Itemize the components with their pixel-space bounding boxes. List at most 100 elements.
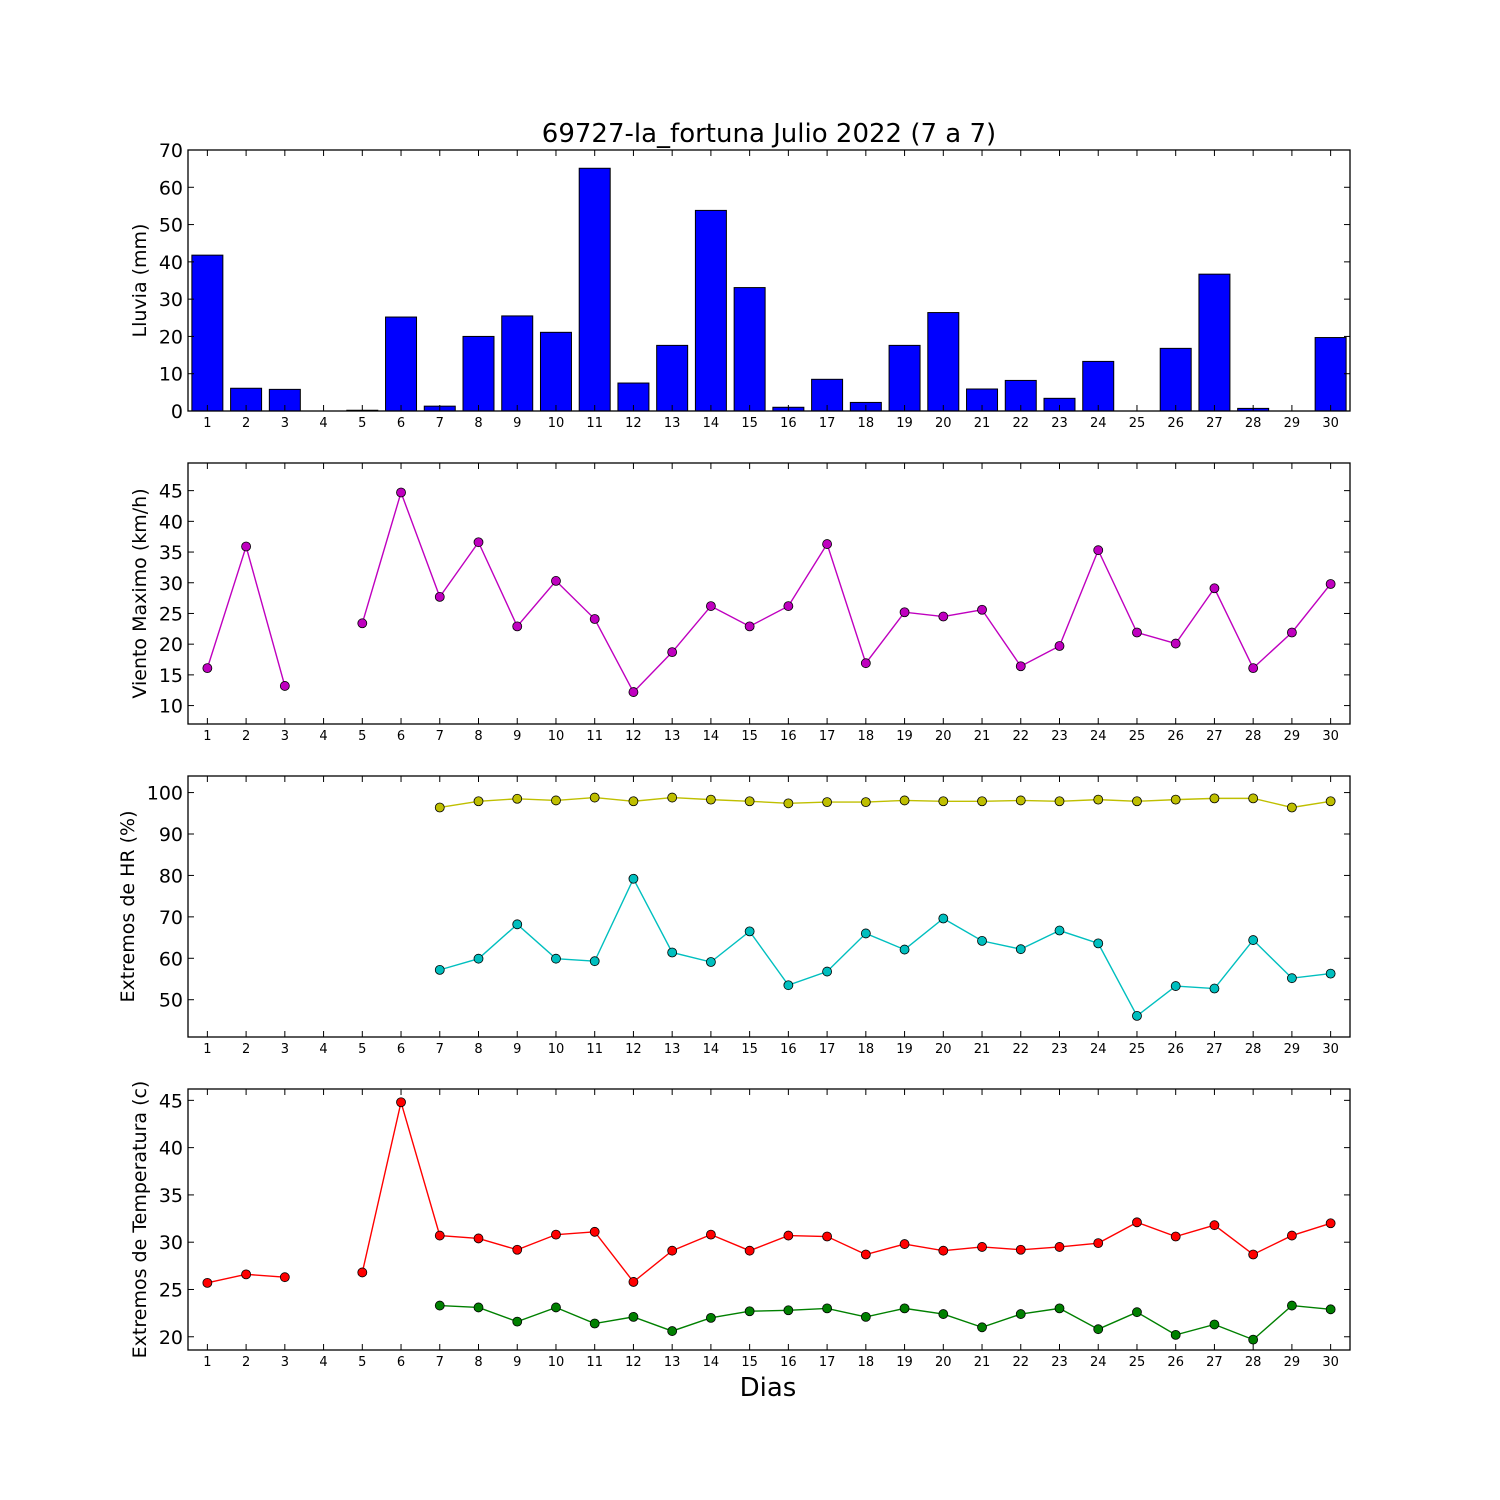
humidity-x-tick-label: 25 xyxy=(1129,1042,1146,1057)
rain-y-tick-label: 70 xyxy=(159,140,183,162)
temperature-data-point xyxy=(551,1229,561,1240)
humidity-x-tick-label: 24 xyxy=(1090,1042,1107,1057)
rain-x-tick-label: 28 xyxy=(1245,416,1262,431)
temperature-data-point xyxy=(938,1309,949,1319)
humidity-x-tick-label: 22 xyxy=(1012,1042,1029,1057)
humidity-series-line xyxy=(439,796,1331,809)
temperature-x-tick-label: 16 xyxy=(780,1355,797,1370)
humidity-x-tick-label: 6 xyxy=(397,1042,405,1057)
humidity-data-point xyxy=(1209,793,1220,804)
wind-data-point xyxy=(667,647,678,658)
humidity-data-point xyxy=(744,796,755,807)
rain-bar xyxy=(191,254,224,412)
temperature-x-tick-label: 30 xyxy=(1322,1355,1339,1370)
wind-data-point xyxy=(1209,583,1220,594)
temperature-data-point xyxy=(899,1303,910,1314)
wind-x-tick-label: 27 xyxy=(1206,729,1223,744)
rain-x-tick-label: 26 xyxy=(1167,416,1184,431)
rain-y-tick-label: 50 xyxy=(159,215,183,237)
humidity-x-tick-label: 8 xyxy=(474,1042,482,1057)
temperature-data-point xyxy=(822,1231,832,1242)
temperature-data-point xyxy=(241,1269,252,1280)
wind-data-point xyxy=(1287,627,1297,638)
rain-x-tick-label: 20 xyxy=(935,416,952,431)
rain-y-tick-label: 60 xyxy=(159,177,183,199)
temperature-x-tick-label: 19 xyxy=(896,1355,913,1370)
temperature-data-point xyxy=(667,1245,678,1256)
humidity-data-point xyxy=(1209,983,1220,994)
humidity-x-tick-label: 3 xyxy=(281,1042,289,1057)
humidity-x-tick-label: 26 xyxy=(1167,1042,1184,1057)
rain-bar xyxy=(927,312,960,412)
humidity-data-point xyxy=(783,980,794,991)
temperature-y-tick-label: 45 xyxy=(159,1090,183,1112)
temperature-data-point xyxy=(667,1326,678,1336)
temperature-data-point xyxy=(551,1302,561,1313)
temperature-data-point xyxy=(1054,1242,1065,1252)
humidity-y-tick-label: 50 xyxy=(159,990,183,1012)
temperature-data-point xyxy=(1325,1218,1336,1229)
humidity-data-point xyxy=(822,797,832,807)
humidity-data-point xyxy=(938,913,949,924)
humidity-data-point xyxy=(1170,794,1181,805)
wind-data-point xyxy=(628,687,639,697)
wind-x-tick-label: 20 xyxy=(935,729,952,744)
wind-x-tick-label: 7 xyxy=(436,729,444,744)
temperature-plot-frame xyxy=(187,1088,1351,1351)
rain-y-ticks: 0 10 20 30 40 50 60 70 xyxy=(159,140,1350,423)
humidity-data-point xyxy=(628,796,639,807)
temperature-data-point xyxy=(1132,1307,1142,1318)
wind-x-tick-label: 26 xyxy=(1167,729,1184,744)
temperature-data-point xyxy=(512,1316,523,1327)
temperature-x-tick-label: 23 xyxy=(1051,1355,1068,1370)
wind-x-tick-label: 21 xyxy=(974,729,991,744)
temperature-x-tick-label: 14 xyxy=(703,1355,720,1370)
rain-bar xyxy=(888,344,921,412)
rain-x-tick-label: 12 xyxy=(625,416,642,431)
rain-x-tick-label: 4 xyxy=(319,416,327,431)
wind-x-tick-label: 13 xyxy=(664,729,681,744)
humidity-data-point xyxy=(667,947,678,958)
temperature-data-point xyxy=(473,1302,484,1313)
rain-x-tick-label: 5 xyxy=(358,416,366,431)
humidity-data-point xyxy=(783,798,794,809)
temperature-data-point xyxy=(434,1230,445,1241)
humidity-x-tick-label: 29 xyxy=(1284,1042,1301,1057)
rain-bar xyxy=(385,316,418,412)
rain-bar xyxy=(539,331,572,412)
humidity-data-point xyxy=(589,956,600,967)
temperature-data-point xyxy=(899,1239,910,1249)
rain-x-tick-label: 1 xyxy=(203,416,211,431)
rain-bar xyxy=(1198,273,1231,412)
rain-y-tick-label: 30 xyxy=(159,289,183,311)
wind-y-tick-label: 45 xyxy=(159,481,183,503)
humidity-x-tick-label: 17 xyxy=(819,1042,836,1057)
temperature-y-tick-label: 25 xyxy=(159,1279,183,1301)
humidity-data-point xyxy=(434,964,445,975)
temperature-x-tick-label: 29 xyxy=(1284,1355,1301,1370)
wind-x-tick-label: 14 xyxy=(703,729,720,744)
wind-x-tick-label: 16 xyxy=(780,729,797,744)
humidity-data-point xyxy=(1170,981,1181,991)
temperature-data-point xyxy=(1287,1230,1297,1241)
temperature-x-tick-label: 11 xyxy=(586,1355,603,1370)
temperature-data-point xyxy=(860,1312,871,1322)
rain-x-tick-label: 17 xyxy=(819,416,836,431)
temperature-data-point xyxy=(1209,1319,1220,1330)
wind-y-tick-label: 25 xyxy=(159,603,183,625)
temperature-x-tick-label: 20 xyxy=(935,1355,952,1370)
temperature-x-tick-label: 17 xyxy=(819,1355,836,1370)
humidity-data-point xyxy=(434,802,445,813)
humidity-data-point xyxy=(1093,794,1104,805)
rain-x-tick-label: 2 xyxy=(242,416,250,431)
wind-data-point xyxy=(202,663,213,674)
temperature-data-point xyxy=(706,1229,716,1240)
temperature-data-point xyxy=(977,1322,987,1333)
wind-y-tick-label: 30 xyxy=(159,573,183,595)
humidity-data-point xyxy=(744,926,755,937)
wind-y-tick-label: 35 xyxy=(159,542,183,564)
temperature-data-point xyxy=(1170,1231,1181,1242)
humidity-x-tick-label: 16 xyxy=(780,1042,797,1057)
wind-data-point xyxy=(473,537,484,548)
